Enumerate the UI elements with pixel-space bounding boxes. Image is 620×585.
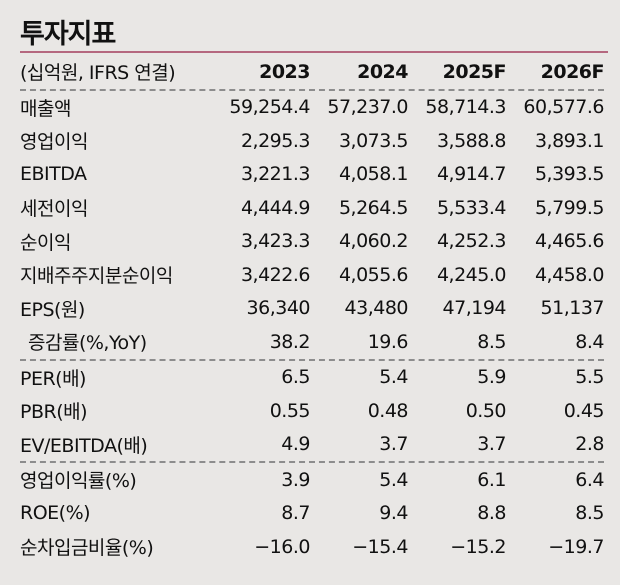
row-value: 5.5: [575, 366, 604, 389]
row-value: 38.2: [269, 330, 311, 353]
row-label: 세전이익: [20, 198, 88, 221]
row-value: 3,221.3: [240, 163, 311, 186]
year-header: 2024: [357, 60, 408, 83]
row-value: 3,893.1: [534, 129, 605, 152]
row-value: 5,393.5: [534, 163, 605, 186]
row-value: 3,073.5: [338, 129, 409, 152]
row-label: EV/EBITDA(배): [20, 434, 148, 457]
title-divider: [20, 51, 608, 53]
year-header: 2025F: [442, 60, 507, 83]
row-value: 58,714.3: [425, 96, 506, 119]
row-value: 43,480: [344, 297, 409, 320]
row-value: 19.6: [367, 330, 409, 353]
unit-label: (십억원, IFRS 연결): [20, 62, 176, 85]
table-row: 순이익 3,423.3 4,060.2 4,252.3 4,465.6: [20, 225, 605, 259]
table-row: EPS(원) 36,340 43,480 47,194 51,137: [20, 292, 605, 326]
table-row: 증감률(%,YoY) 38.2 19.6 8.5 8.4: [20, 325, 605, 361]
table-row: 세전이익 4,444.9 5,264.5 5,533.4 5,799.5: [20, 191, 605, 225]
row-value: 51,137: [540, 297, 605, 320]
row-label: EBITDA: [20, 163, 87, 186]
row-value: 5,264.5: [338, 196, 409, 219]
row-value: 2.8: [575, 433, 604, 456]
row-value: 5,533.4: [436, 196, 507, 219]
row-value: 4.9: [281, 433, 310, 456]
row-value: 57,237.0: [327, 96, 408, 119]
table-row: ROE(%) 8.7 9.4 8.8 8.5: [20, 497, 605, 531]
row-value: 59,254.4: [229, 96, 310, 119]
row-value: 0.45: [563, 399, 605, 422]
table-body: 매출액 59,254.4 57,237.0 58,714.3 60,577.6 영업이익 2…: [20, 91, 605, 564]
row-value: −15.2: [450, 535, 506, 558]
row-value: 36,340: [246, 297, 311, 320]
row-value: 4,060.2: [338, 230, 409, 253]
row-value: 4,444.9: [240, 196, 311, 219]
page-title: 투자지표: [20, 19, 116, 50]
table-row: EBITDA 3,221.3 4,058.1 4,914.7 5,393.5: [20, 158, 605, 192]
row-label: 순이익: [20, 231, 71, 254]
row-value: 5.4: [379, 468, 408, 491]
row-value: 0.50: [465, 399, 507, 422]
row-label: ROE(%): [20, 502, 91, 525]
row-label: 순차입금비율(%): [20, 537, 154, 560]
row-value: 8.5: [477, 330, 506, 353]
row-value: 8.8: [477, 502, 506, 525]
table-row: EV/EBITDA(배) 4.9 3.7 3.7 2.8: [20, 428, 605, 463]
table-row: 지배주주지분순이익 3,422.6 4,055.6 4,245.0 4,458.0: [20, 258, 605, 292]
row-label: 영업이익: [20, 131, 88, 154]
row-value: 4,252.3: [436, 230, 507, 253]
table-row: 매출액 59,254.4 57,237.0 58,714.3 60,577.6: [20, 91, 605, 125]
table-header: (십억원, IFRS 연결) 2023 2024 2025F 2026F: [20, 55, 605, 91]
row-value: 3.7: [379, 433, 408, 456]
row-value: 4,914.7: [436, 163, 507, 186]
row-value: 8.7: [281, 502, 310, 525]
row-value: 9.4: [379, 502, 408, 525]
row-value: −16.0: [254, 535, 310, 558]
row-label: EPS(원): [20, 298, 85, 321]
table-row: 영업이익률(%) 3.9 5.4 6.1 6.4: [20, 463, 605, 497]
row-value: 4,465.6: [534, 230, 605, 253]
row-value: 3.7: [477, 433, 506, 456]
row-label: 매출액: [20, 97, 71, 120]
row-value: 3,423.3: [240, 230, 311, 253]
table-row: PER(배) 6.5 5.4 5.9 5.5: [20, 361, 605, 395]
row-value: 0.48: [367, 399, 409, 422]
row-value: 0.55: [269, 399, 311, 422]
row-label: 증감률(%,YoY): [28, 332, 147, 355]
row-label: 지배주주지분순이익: [20, 265, 173, 288]
row-value: 5.4: [379, 366, 408, 389]
row-label: PBR(배): [20, 401, 88, 424]
table-row: 영업이익 2,295.3 3,073.5 3,588.8 3,893.1: [20, 124, 605, 158]
table-row: PBR(배) 0.55 0.48 0.50 0.45: [20, 394, 605, 428]
row-value: 6.4: [575, 468, 604, 491]
row-value: 4,458.0: [534, 263, 605, 286]
row-value: 4,245.0: [436, 263, 507, 286]
row-value: 8.4: [575, 330, 604, 353]
row-value: 47,194: [442, 297, 507, 320]
year-header: 2026F: [540, 60, 605, 83]
row-value: 8.5: [575, 502, 604, 525]
investment-indicators-table: (십억원, IFRS 연결) 2023 2024 2025F 2026F 매출액…: [20, 55, 605, 564]
row-value: 5.9: [477, 366, 506, 389]
row-label: PER(배): [20, 367, 86, 390]
row-value: 5,799.5: [534, 196, 605, 219]
year-header: 2023: [259, 60, 310, 83]
row-value: 60,577.6: [523, 96, 604, 119]
row-value: 6.5: [281, 366, 310, 389]
table-row: 순차입금비율(%) −16.0 −15.4 −15.2 −19.7: [20, 530, 605, 564]
row-value: 6.1: [477, 468, 506, 491]
row-value: 3.9: [281, 468, 310, 491]
row-value: 3,422.6: [240, 263, 311, 286]
row-value: 2,295.3: [240, 129, 311, 152]
row-value: 4,058.1: [338, 163, 409, 186]
row-value: −15.4: [352, 535, 408, 558]
row-value: 4,055.6: [338, 263, 409, 286]
row-label: 영업이익률(%): [20, 470, 137, 493]
row-value: −19.7: [548, 535, 604, 558]
row-value: 3,588.8: [436, 129, 507, 152]
